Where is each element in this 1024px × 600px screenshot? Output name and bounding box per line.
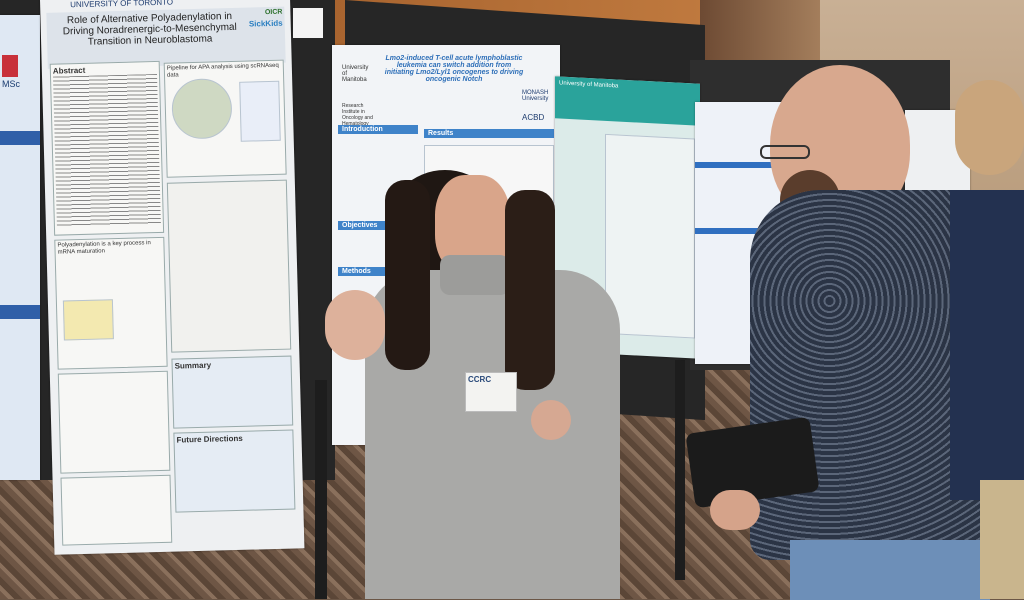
poster-title: Lmo2-induced T-cell acute lymphoblastic … (384, 55, 524, 83)
abstract-text (53, 73, 161, 227)
manitoba-logo: University of Manitoba (559, 80, 619, 90)
abstract-section: Abstract (49, 60, 165, 236)
background-man (950, 80, 1024, 599)
far-left-poster: MSc (0, 15, 40, 480)
acbd-logo: ACBD (522, 113, 545, 122)
section-heading: Future Directions (176, 433, 243, 445)
introduction-heading: Introduction (338, 125, 418, 134)
khaki-pants (980, 480, 1024, 599)
name-badge: CCRC (465, 372, 517, 412)
badge-logo: CCRC (468, 375, 492, 384)
sickkids-logo: SickKids (248, 18, 283, 29)
hair-left (385, 180, 430, 370)
section-bar (0, 305, 40, 319)
board-leg (315, 380, 327, 599)
summary-section: Summary (171, 355, 294, 429)
section-heading: Summary (174, 360, 212, 371)
figure-panel (57, 370, 171, 474)
turtleneck (440, 255, 510, 295)
figure-panel (60, 474, 173, 546)
pipeline-diagram (171, 78, 233, 140)
neuroblastoma-poster: UNIVERSITY OF TORONTO Role of Alternativ… (40, 0, 305, 555)
results-heading: Results (424, 129, 554, 138)
institute-logo: Research Institute in Oncology and Hemat… (342, 103, 373, 127)
blond-hair (955, 80, 1024, 175)
objectives-heading: Objectives (338, 221, 418, 230)
monash-logo: MONASH University (522, 90, 549, 102)
polyadenylation-section: Polyadenylation is a key process in mRNA… (54, 236, 168, 370)
section-bar (0, 131, 40, 145)
hand (531, 400, 571, 440)
presenter-woman: CCRC (325, 160, 625, 599)
future-directions-section: Future Directions (173, 429, 296, 513)
oicr-logo: OICR (264, 8, 283, 17)
navy-suit (950, 190, 1024, 500)
pipeline-section: Pipeline for APA analysis using scRNAseq… (163, 59, 287, 178)
umap-plot (239, 80, 281, 142)
section-bar (695, 162, 790, 168)
results-figure (166, 179, 292, 353)
manitoba-logo: University of Manitoba (342, 65, 369, 83)
crest-logo (2, 55, 18, 77)
jeans (790, 540, 990, 600)
poster-header: Role of Alternative Polyadenylation in D… (46, 6, 286, 69)
section-heading: Pipeline for APA analysis using scRNAseq… (166, 62, 279, 79)
poster-id-card (293, 8, 323, 38)
section-bar (695, 228, 790, 234)
glasses (760, 145, 810, 159)
methods-heading: Methods (338, 267, 418, 276)
apa-diagram (62, 299, 114, 341)
poster-label: MSc (2, 79, 20, 89)
hair-right (505, 190, 555, 390)
hand (710, 490, 760, 530)
poster-header: University of Manitoba (555, 76, 700, 126)
raised-hand (325, 290, 385, 360)
poster-title: Role of Alternative Polyadenylation in D… (62, 10, 237, 48)
section-heading: Polyadenylation is a key process in mRNA… (57, 240, 151, 256)
board-leg (675, 360, 685, 580)
